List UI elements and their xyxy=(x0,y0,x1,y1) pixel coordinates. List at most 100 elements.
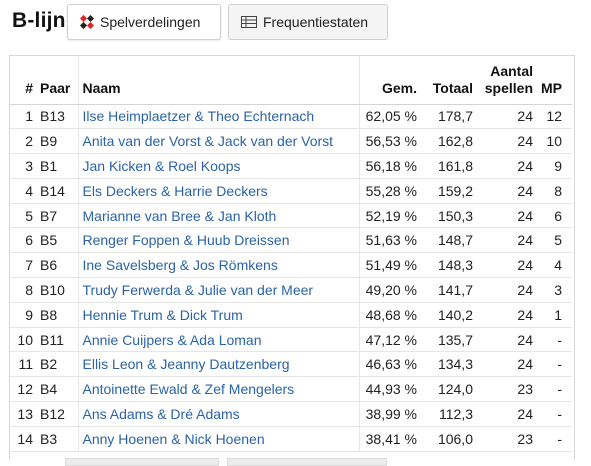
row-name-cell: Ine Savelsberg & Jos Römkens xyxy=(77,252,360,279)
row-total: 150,3 xyxy=(421,203,477,229)
row-pair-code: B14 xyxy=(36,178,78,204)
results-panel: # Paar Naam Gem. Totaal Aantal spellen M… xyxy=(9,55,575,461)
row-pair-code: B2 xyxy=(36,351,78,378)
pair-name-link[interactable]: Annie Cuijpers & Ada Loman xyxy=(82,331,262,348)
spelverdelingen-button[interactable]: Spelverdelingen xyxy=(67,4,221,40)
row-games: 24 xyxy=(477,401,537,427)
row-games: 24 xyxy=(477,252,537,279)
row-name-cell: Trudy Ferwerda & Julie van der Meer xyxy=(77,277,360,303)
table-row[interactable]: 14 B3 Anny Hoenen & Nick Hoenen 38,41 % 106,… xyxy=(10,426,572,452)
row-total: 112,3 xyxy=(421,401,477,427)
row-percentage: 44,93 % xyxy=(359,376,421,403)
col-header-games[interactable]: Aantal spellen xyxy=(477,56,537,105)
row-total: 148,3 xyxy=(421,252,477,279)
row-name-cell: Renger Foppen & Huub Dreissen xyxy=(77,227,360,254)
results-table: # Paar Naam Gem. Totaal Aantal spellen M… xyxy=(10,56,572,452)
row-mp: 8 xyxy=(537,178,572,204)
row-mp: - xyxy=(537,376,572,403)
row-games: 24 xyxy=(477,178,537,204)
table-row[interactable]: 13 B12 Ans Adams & Dré Adams 38,99 % 112,3 24… xyxy=(10,401,572,427)
table-row[interactable]: 1 B13 Ilse Heimplaetzer & Theo Echternach 6… xyxy=(10,104,572,130)
row-total: 161,8 xyxy=(421,153,477,179)
row-name-cell: Jan Kicken & Roel Koops xyxy=(77,153,360,179)
row-pair-code: B7 xyxy=(36,203,78,229)
row-rank: 10 xyxy=(10,327,36,353)
pair-name-link[interactable]: Hennie Trum & Dick Trum xyxy=(82,306,243,323)
row-pair-code: B9 xyxy=(36,128,78,155)
row-percentage: 51,49 % xyxy=(359,252,421,279)
row-name-cell: Els Deckers & Harrie Deckers xyxy=(77,178,360,204)
row-mp: 6 xyxy=(537,203,572,229)
pair-name-link[interactable]: Anita van der Vorst & Jack van der Vorst xyxy=(82,133,334,150)
pair-name-link[interactable]: Anny Hoenen & Nick Hoenen xyxy=(82,430,265,447)
row-rank: 13 xyxy=(10,401,36,427)
pair-name-link[interactable]: Renger Foppen & Huub Dreissen xyxy=(82,232,290,249)
pair-name-link[interactable]: Marianne van Bree & Jan Kloth xyxy=(82,207,277,224)
row-total: 124,0 xyxy=(421,376,477,403)
pair-name-link[interactable]: Antoinette Ewald & Zef Mengelers xyxy=(82,381,295,398)
row-mp: 1 xyxy=(537,302,572,328)
row-pair-code: B10 xyxy=(36,277,78,303)
row-mp: 12 xyxy=(537,104,572,130)
pair-name-link[interactable]: Ellis Leon & Jeanny Dautzenberg xyxy=(82,356,290,373)
table-row[interactable]: 4 B14 Els Deckers & Harrie Deckers 55,28 % 1… xyxy=(10,178,572,204)
row-games: 24 xyxy=(477,277,537,303)
table-row[interactable]: 3 B1 Jan Kicken & Roel Koops 56,18 % 161,8 24… xyxy=(10,153,572,179)
row-percentage: 55,28 % xyxy=(359,178,421,204)
row-percentage: 56,53 % xyxy=(359,128,421,155)
row-percentage: 48,68 % xyxy=(359,302,421,328)
row-pair-code: B3 xyxy=(36,426,78,452)
pair-name-link[interactable]: Ans Adams & Dré Adams xyxy=(82,405,240,422)
pair-name-link[interactable]: Trudy Ferwerda & Julie van der Meer xyxy=(82,281,314,298)
pair-name-link[interactable]: Jan Kicken & Roel Koops xyxy=(82,157,241,174)
pair-name-link[interactable]: Els Deckers & Harrie Deckers xyxy=(82,182,268,199)
row-rank: 2 xyxy=(10,128,36,155)
frequentiestaten-button[interactable]: Frequentiestaten xyxy=(228,4,388,40)
table-row[interactable]: 9 B8 Hennie Trum & Dick Trum 48,68 % 140,2 24… xyxy=(10,302,572,328)
row-mp: 3 xyxy=(537,277,572,303)
pair-name-link[interactable]: Ilse Heimplaetzer & Theo Echternach xyxy=(82,108,315,125)
col-header-pct[interactable]: Gem. xyxy=(359,56,421,105)
row-rank: 14 xyxy=(10,426,36,452)
col-header-num[interactable]: # xyxy=(10,56,36,105)
row-games: 24 xyxy=(477,153,537,179)
row-percentage: 38,99 % xyxy=(359,401,421,427)
col-header-name[interactable]: Naam xyxy=(77,56,360,105)
col-header-mp[interactable]: MP xyxy=(537,56,572,105)
row-games: 24 xyxy=(477,302,537,328)
row-percentage: 51,63 % xyxy=(359,227,421,254)
row-games: 23 xyxy=(477,376,537,403)
row-mp: - xyxy=(537,401,572,427)
row-pair-code: B13 xyxy=(36,104,78,130)
row-rank: 1 xyxy=(10,104,36,130)
row-rank: 8 xyxy=(10,277,36,303)
row-percentage: 49,20 % xyxy=(359,277,421,303)
scroll-shadow-right xyxy=(227,458,387,466)
table-row[interactable]: 5 B7 Marianne van Bree & Jan Kloth 52,19 % 1… xyxy=(10,203,572,229)
row-name-cell: Hennie Trum & Dick Trum xyxy=(77,302,360,328)
row-name-cell: Ellis Leon & Jeanny Dautzenberg xyxy=(77,351,360,378)
row-games: 24 xyxy=(477,227,537,254)
row-rank: 6 xyxy=(10,227,36,254)
col-header-total[interactable]: Totaal xyxy=(421,56,477,105)
table-row[interactable]: 12 B4 Antoinette Ewald & Zef Mengelers 44,9… xyxy=(10,376,572,403)
table-row[interactable]: 6 B5 Renger Foppen & Huub Dreissen 51,63 % 1… xyxy=(10,227,572,254)
row-percentage: 46,63 % xyxy=(359,351,421,378)
table-row[interactable]: 7 B6 Ine Savelsberg & Jos Römkens 51,49 % 14… xyxy=(10,252,572,279)
row-mp: - xyxy=(537,426,572,452)
row-mp: 10 xyxy=(537,128,572,155)
row-pair-code: B12 xyxy=(36,401,78,427)
table-icon xyxy=(241,16,257,28)
row-total: 106,0 xyxy=(421,426,477,452)
pair-name-link[interactable]: Ine Savelsberg & Jos Römkens xyxy=(82,257,278,274)
row-rank: 3 xyxy=(10,153,36,179)
col-header-games-line2: spellen xyxy=(484,79,533,96)
row-games: 24 xyxy=(477,104,537,130)
col-header-pair[interactable]: Paar xyxy=(36,56,78,105)
table-row[interactable]: 8 B10 Trudy Ferwerda & Julie van der Meer 4… xyxy=(10,277,572,303)
row-percentage: 62,05 % xyxy=(359,104,421,130)
table-row[interactable]: 10 B11 Annie Cuijpers & Ada Loman 47,12 % 13… xyxy=(10,327,572,353)
table-row[interactable]: 11 B2 Ellis Leon & Jeanny Dautzenberg 46,63… xyxy=(10,351,572,378)
row-mp: 5 xyxy=(537,227,572,254)
table-row[interactable]: 2 B9 Anita van der Vorst & Jack van der Vo… xyxy=(10,128,572,155)
